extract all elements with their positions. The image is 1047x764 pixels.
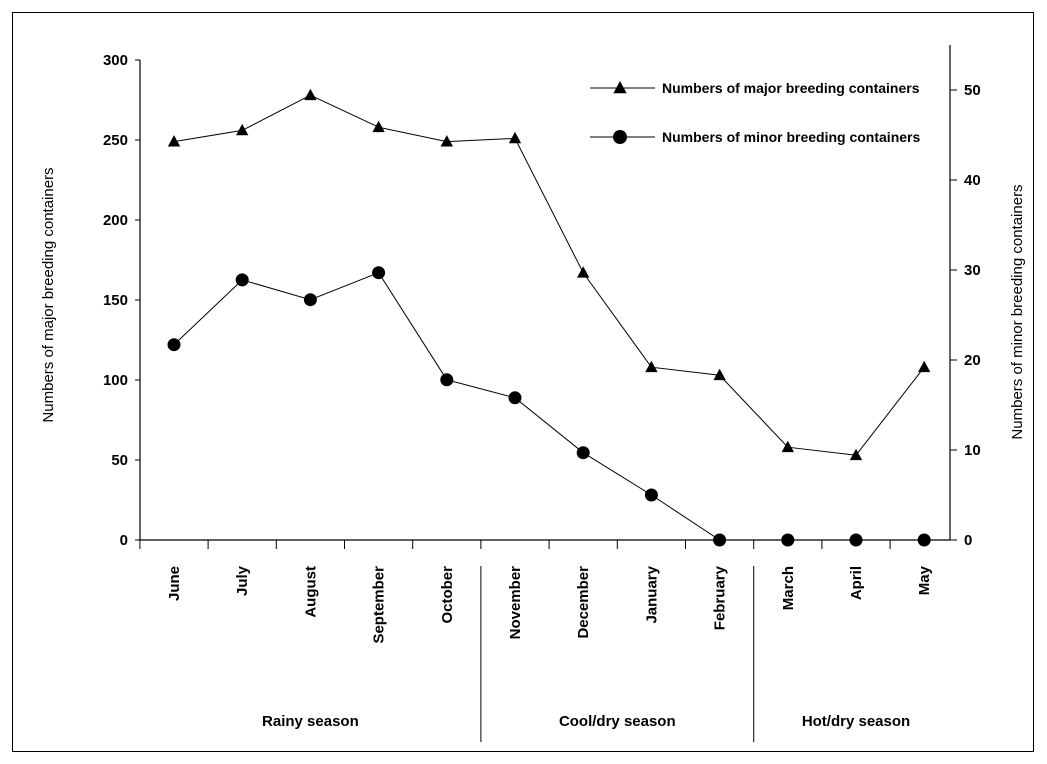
minor-containers-line <box>173 272 925 541</box>
major-containers-point <box>577 266 590 278</box>
major-containers-line <box>173 94 925 456</box>
major-containers-point <box>849 448 863 461</box>
chart-frame <box>12 12 1034 752</box>
major-containers-point <box>167 135 181 147</box>
major-containers-point <box>236 123 249 136</box>
x-tick-label: June <box>166 566 183 601</box>
season-label: Hot/dry season <box>802 713 910 730</box>
right-y-axis-ticks: 0 10 20 30 40 50 <box>950 82 981 549</box>
legend: Numbers of major breeding containers Numb… <box>590 80 920 145</box>
major-containers-point <box>508 131 522 144</box>
x-tick-label: July <box>234 565 251 596</box>
minor-containers-point <box>644 488 658 502</box>
x-axis-ticks: June July August September October November De… <box>139 540 933 644</box>
left-y-tick-label: 300 <box>103 52 128 69</box>
minor-containers-point <box>917 533 931 547</box>
season-label: Rainy season <box>262 713 359 730</box>
major-containers-point <box>440 135 453 147</box>
right-y-tick-label: 40 <box>964 172 981 189</box>
major-containers-point <box>781 440 794 453</box>
major-containers-point <box>918 360 931 373</box>
x-tick-label: August <box>302 566 319 618</box>
minor-containers-point <box>167 338 181 352</box>
minor-containers-point <box>440 373 454 387</box>
major-containers-point <box>645 360 658 373</box>
left-y-tick-label: 0 <box>120 532 128 549</box>
left-y-axis-title: Numbers of major breeding containers <box>40 167 57 422</box>
legend-triangle-marker <box>613 81 627 94</box>
legend-label: Numbers of minor breeding containers <box>662 129 920 145</box>
minor-containers-point <box>508 391 522 405</box>
minor-containers-point <box>781 533 795 547</box>
left-y-tick-label: 100 <box>103 372 128 389</box>
right-y-tick-label: 50 <box>964 82 981 99</box>
x-tick-label: September <box>371 566 388 644</box>
series-layer <box>167 88 931 547</box>
minor-containers-point <box>372 266 386 280</box>
x-tick-label: October <box>439 566 456 624</box>
minor-containers-point <box>713 533 727 547</box>
right-y-tick-label: 20 <box>964 352 981 369</box>
axes <box>139 45 951 541</box>
x-tick-label: December <box>575 566 592 639</box>
minor-containers-point <box>235 273 249 287</box>
legend-circle-marker <box>613 130 627 144</box>
x-tick-label: April <box>848 566 865 600</box>
major-containers-point <box>372 120 385 133</box>
left-y-tick-label: 250 <box>103 132 128 149</box>
minor-containers-point <box>849 533 863 547</box>
right-y-tick-label: 10 <box>964 442 981 459</box>
minor-containers-point <box>576 446 590 460</box>
major-containers-point <box>304 88 317 101</box>
minor-containers-point <box>303 293 317 307</box>
season-groups: Rainy season Cool/dry season Hot/dry seaso… <box>262 566 910 742</box>
left-y-axis-ticks: 0 50 100 150 200 250 300 <box>103 52 140 549</box>
x-tick-label: May <box>916 565 933 595</box>
left-y-tick-label: 150 <box>103 292 128 309</box>
legend-label: Numbers of major breeding containers <box>662 80 920 96</box>
x-tick-label: March <box>780 566 797 610</box>
x-tick-label: February <box>712 565 729 630</box>
right-y-tick-label: 30 <box>964 262 981 279</box>
right-y-tick-label: 0 <box>964 532 972 549</box>
right-y-axis-title: Numbers of minor breeding containers <box>1009 184 1026 439</box>
x-tick-label: November <box>507 566 524 640</box>
x-tick-label: January <box>643 565 660 623</box>
major-containers-point <box>713 368 726 381</box>
season-label: Cool/dry season <box>559 713 676 730</box>
left-y-tick-label: 50 <box>111 452 128 469</box>
left-y-tick-label: 200 <box>103 212 128 229</box>
